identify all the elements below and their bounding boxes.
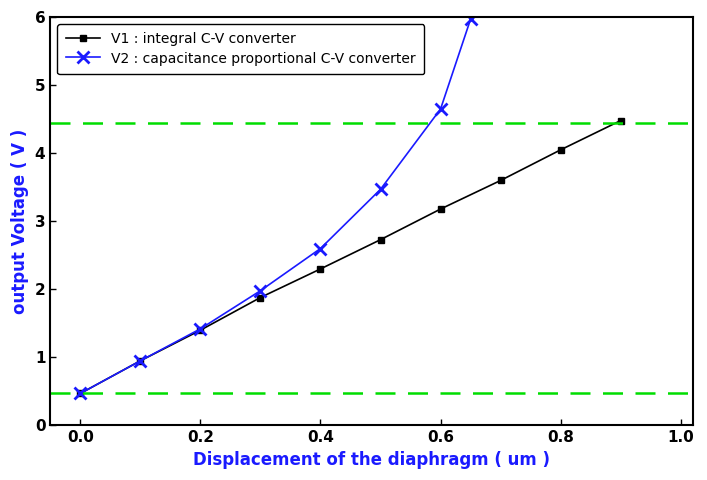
Y-axis label: output Voltage ( V ): output Voltage ( V ): [11, 129, 29, 314]
V1 : integral C-V converter: (0.3, 1.88): integral C-V converter: (0.3, 1.88): [256, 295, 264, 300]
V1 : integral C-V converter: (0.8, 4.05): integral C-V converter: (0.8, 4.05): [556, 147, 565, 153]
V2 : capacitance proportional C-V converter: (0.1, 0.95): capacitance proportional C-V converter: …: [136, 358, 145, 364]
V1 : integral C-V converter: (0.6, 3.18): integral C-V converter: (0.6, 3.18): [436, 206, 445, 212]
V2 : capacitance proportional C-V converter: (0, 0.47): capacitance proportional C-V converter: …: [76, 391, 85, 396]
V2 : capacitance proportional C-V converter: (0.3, 1.98): capacitance proportional C-V converter: …: [256, 288, 264, 294]
V1 : integral C-V converter: (0.4, 2.3): integral C-V converter: (0.4, 2.3): [316, 266, 325, 272]
V1 : integral C-V converter: (0, 0.47): integral C-V converter: (0, 0.47): [76, 391, 85, 396]
V1 : integral C-V converter: (0.2, 1.4): integral C-V converter: (0.2, 1.4): [196, 327, 204, 333]
Line: V1 : integral C-V converter: V1 : integral C-V converter: [77, 117, 624, 397]
V2 : capacitance proportional C-V converter: (0.4, 2.6): capacitance proportional C-V converter: …: [316, 246, 325, 252]
Line: V2 : capacitance proportional C-V converter: V2 : capacitance proportional C-V conver…: [75, 13, 476, 399]
V2 : capacitance proportional C-V converter: (0.5, 3.47): capacitance proportional C-V converter: …: [376, 186, 385, 192]
V1 : integral C-V converter: (0.1, 0.95): integral C-V converter: (0.1, 0.95): [136, 358, 145, 364]
V2 : capacitance proportional C-V converter: (0.65, 5.97): capacitance proportional C-V converter: …: [467, 16, 475, 22]
V2 : capacitance proportional C-V converter: (0.6, 4.65): capacitance proportional C-V converter: …: [436, 106, 445, 112]
V1 : integral C-V converter: (0.5, 2.73): integral C-V converter: (0.5, 2.73): [376, 237, 385, 242]
V1 : integral C-V converter: (0.7, 3.6): integral C-V converter: (0.7, 3.6): [496, 178, 505, 183]
X-axis label: Displacement of the diaphragm ( um ): Displacement of the diaphragm ( um ): [193, 451, 550, 469]
V2 : capacitance proportional C-V converter: (0.2, 1.42): capacitance proportional C-V converter: …: [196, 326, 204, 332]
V1 : integral C-V converter: (0.9, 4.48): integral C-V converter: (0.9, 4.48): [617, 118, 625, 123]
Legend: V1 : integral C-V converter, V2 : capacitance proportional C-V converter: V1 : integral C-V converter, V2 : capaci…: [57, 24, 424, 74]
